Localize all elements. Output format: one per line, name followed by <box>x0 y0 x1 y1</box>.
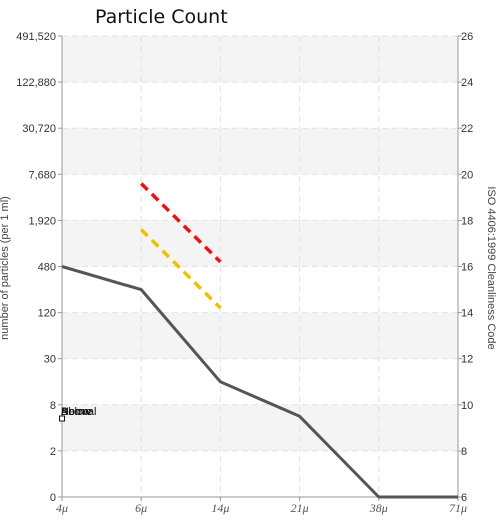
x-tick-label: 71μ <box>449 501 467 515</box>
x-tick-label: 38μ <box>369 501 388 515</box>
series-line-2 <box>139 228 222 310</box>
y2-tick-label: 16 <box>461 262 473 274</box>
grid-band <box>62 128 458 175</box>
y-tick-label: 0 <box>50 492 56 504</box>
y-tick-label: 8 <box>50 400 56 412</box>
y-tick-label: 120 <box>38 308 56 320</box>
y2-tick-label: 14 <box>461 308 473 320</box>
y-axis-label: number of particles (per 1 ml) <box>0 196 11 340</box>
legend-label: Normal <box>61 406 96 418</box>
x-tick-label: 4μ <box>56 501 68 515</box>
y2-tick-label: 10 <box>461 400 473 412</box>
y-tick-label: 7,680 <box>28 169 56 181</box>
y2-tick-label: 22 <box>461 123 473 135</box>
legend-label: Below <box>61 406 91 418</box>
y2-tick-label: 8 <box>461 446 467 458</box>
data-series <box>61 182 458 499</box>
y-tick-label: 122,880 <box>16 77 56 89</box>
y2-tick-label: 20 <box>461 169 473 181</box>
grid-band <box>62 36 458 83</box>
y2-tick-label: 18 <box>461 215 473 227</box>
y2-tick-label: 6 <box>461 492 467 504</box>
y-tick-label: 480 <box>38 262 56 274</box>
grid-band <box>62 312 458 359</box>
grid-band <box>62 220 458 267</box>
y2-tick-label: 26 <box>461 31 473 43</box>
tick-labels: 0 2 8 30 120 480 1,920 7,680 30,720 122,880 491,52… <box>16 31 473 515</box>
legend-label: Above <box>61 406 92 418</box>
legend-marker <box>59 415 65 422</box>
y2-tick-label: 24 <box>461 77 473 89</box>
y-tick-label: 30,720 <box>22 123 56 135</box>
y-tick-label: 2 <box>50 446 56 458</box>
plot-bands <box>62 36 458 451</box>
y-tick-label: 30 <box>44 354 56 366</box>
x-tick-label: 21μ <box>291 501 309 515</box>
series-line-0 <box>61 265 458 499</box>
y-tick-label: 1,920 <box>28 215 56 227</box>
grid-band <box>62 404 458 451</box>
x-tick-label: 14μ <box>211 501 229 515</box>
y2-axis-label: ISO 4406:1999 Cleanliness Code <box>485 186 497 349</box>
y2-tick-label: 12 <box>461 354 473 366</box>
x-tick-label: 6μ <box>135 501 147 515</box>
chart-title: Particle Count <box>95 6 228 28</box>
series-line-1 <box>139 182 222 264</box>
y-tick-label: 491,520 <box>16 31 56 43</box>
